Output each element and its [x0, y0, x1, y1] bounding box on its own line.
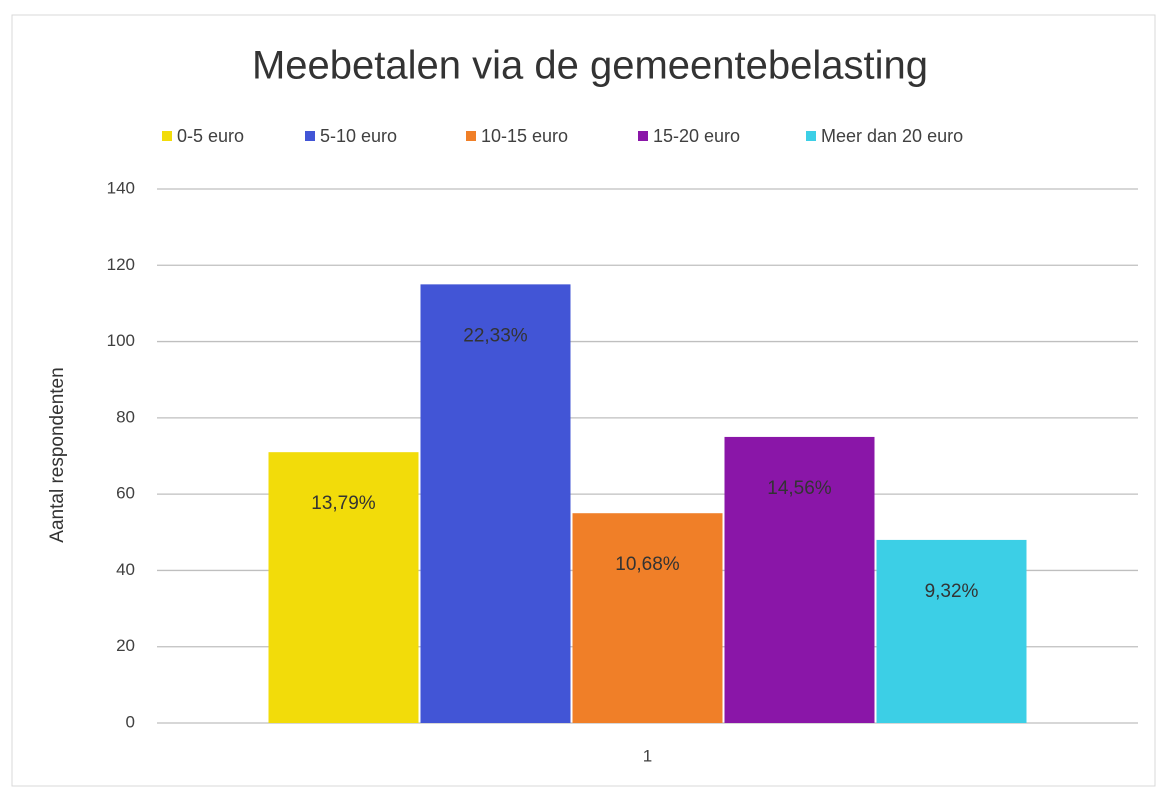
legend-label: 15-20 euro: [653, 126, 740, 146]
bar: [724, 436, 875, 723]
y-tick-label: 120: [107, 255, 135, 274]
data-label: 14,56%: [767, 478, 832, 499]
legend-swatch: [466, 131, 476, 141]
legend-label: Meer dan 20 euro: [821, 126, 963, 146]
y-tick-label: 140: [107, 178, 135, 197]
bar: [572, 513, 723, 723]
legend-label: 5-10 euro: [320, 126, 397, 146]
y-tick-label: 20: [116, 636, 135, 655]
data-label: 22,33%: [463, 325, 528, 346]
legend-swatch: [638, 131, 648, 141]
legend-label: 10-15 euro: [481, 126, 568, 146]
x-tick-label: 1: [643, 746, 652, 765]
legend-swatch: [305, 131, 315, 141]
y-tick-label: 0: [126, 712, 135, 731]
legend-swatch: [806, 131, 816, 141]
bar: [420, 284, 571, 723]
bar: [268, 452, 419, 723]
y-axis-label: Aantal respondenten: [47, 367, 68, 542]
y-tick-label: 80: [116, 407, 135, 426]
bar: [876, 539, 1027, 723]
legend-swatch: [162, 131, 172, 141]
data-label: 9,32%: [925, 581, 979, 602]
y-tick-label: 100: [107, 331, 135, 350]
chart-title: Meebetalen via de gemeentebelasting: [252, 44, 928, 88]
legend-label: 0-5 euro: [177, 126, 244, 146]
data-label: 13,79%: [311, 493, 376, 514]
data-label: 10,68%: [615, 554, 680, 575]
y-tick-label: 60: [116, 484, 135, 503]
y-tick-label: 40: [116, 560, 135, 579]
